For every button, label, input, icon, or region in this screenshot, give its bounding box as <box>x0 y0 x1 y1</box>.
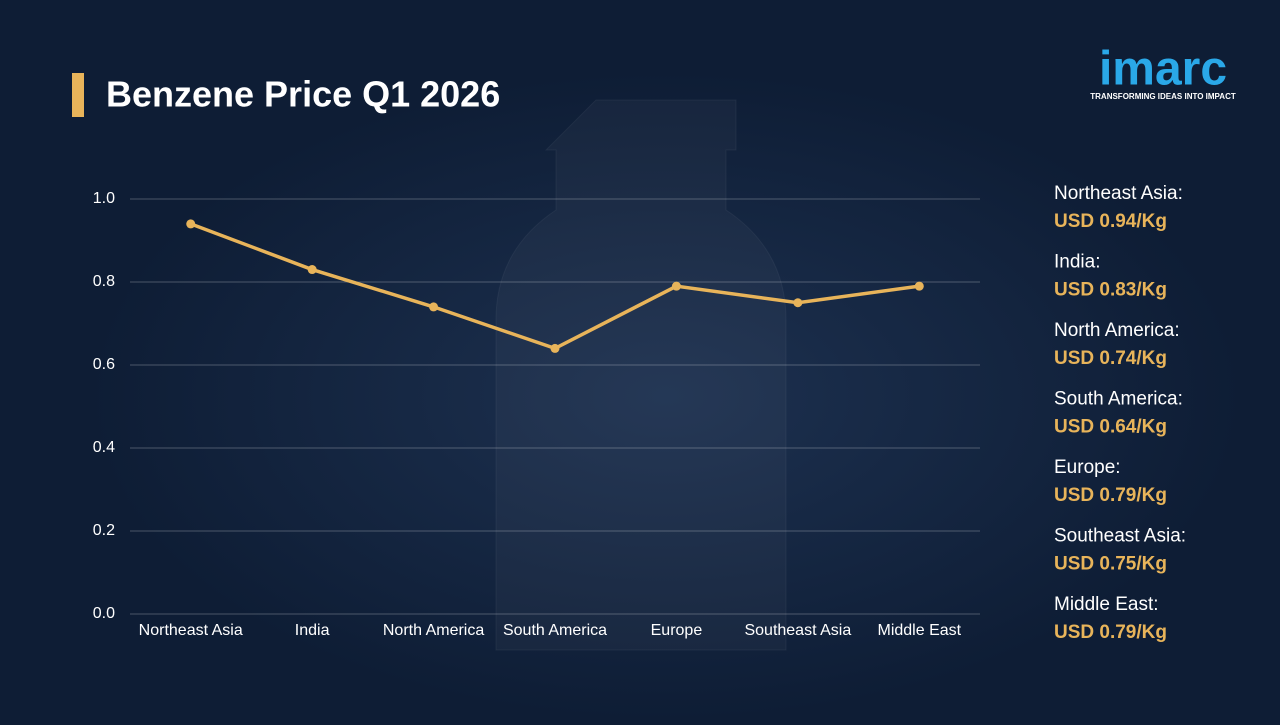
y-tick-label: 0.4 <box>93 439 115 456</box>
region-label: Southeast Asia: <box>1054 526 1186 547</box>
region-label: India: <box>1054 252 1100 273</box>
data-point <box>671 281 681 291</box>
chart-title: Benzene Price Q1 2026 <box>106 74 500 115</box>
logo-name: imarc <box>1099 43 1227 96</box>
x-tick-label: Northeast Asia <box>139 622 243 639</box>
y-tick-label: 0.6 <box>93 356 115 373</box>
region-label: South America: <box>1054 389 1183 410</box>
price-label: USD 0.74/Kg <box>1054 348 1167 369</box>
data-point <box>186 219 196 229</box>
data-point <box>793 298 803 308</box>
data-point <box>307 265 317 275</box>
y-tick-label: 0.8 <box>93 273 115 290</box>
region-label: North America: <box>1054 320 1180 341</box>
title-accent <box>72 73 84 117</box>
price-label: USD 0.64/Kg <box>1054 417 1167 438</box>
x-tick-label: Middle East <box>877 622 961 639</box>
region-label: Middle East: <box>1054 594 1159 615</box>
region-label: Europe: <box>1054 457 1121 478</box>
y-tick-label: 0.2 <box>93 522 115 539</box>
y-tick-label: 0.0 <box>93 605 115 622</box>
price-label: USD 0.94/Kg <box>1054 211 1167 232</box>
price-label: USD 0.79/Kg <box>1054 622 1167 643</box>
x-tick-label: India <box>295 622 330 639</box>
x-tick-label: South America <box>503 622 607 639</box>
x-tick-label: Southeast Asia <box>744 622 851 639</box>
y-tick-label: 1.0 <box>93 190 115 207</box>
data-point <box>429 302 439 312</box>
bottle-decoration <box>495 99 787 651</box>
x-tick-label: Europe <box>651 622 703 639</box>
price-label: USD 0.83/Kg <box>1054 280 1167 301</box>
region-label: Northeast Asia: <box>1054 183 1183 204</box>
data-point <box>550 343 560 353</box>
price-label: USD 0.79/Kg <box>1054 485 1167 506</box>
logo-tagline: TRANSFORMING IDEAS INTO IMPACT <box>1090 92 1236 101</box>
data-point <box>914 281 924 291</box>
price-label: USD 0.75/Kg <box>1054 554 1167 575</box>
x-tick-label: North America <box>383 622 484 639</box>
